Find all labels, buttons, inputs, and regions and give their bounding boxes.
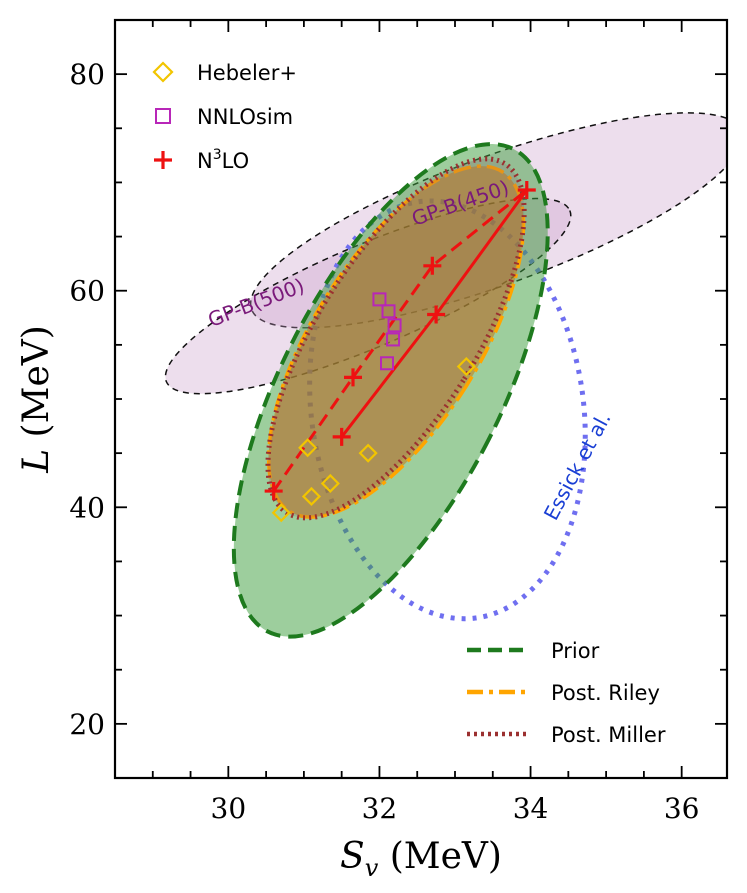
legend-label: NNLOsim	[197, 105, 293, 129]
hebeler-point	[301, 486, 322, 507]
y-tick-label: 20	[69, 708, 105, 741]
regions-layer	[164, 112, 727, 639]
region-essick	[307, 198, 588, 622]
x-tick-label: 30	[211, 792, 247, 825]
hebeler-point	[271, 503, 291, 523]
nnlosim-point	[380, 356, 394, 371]
legend-label: Post. Miller	[551, 723, 666, 747]
n3lo-dashed-line	[272, 188, 528, 492]
n3lo-point	[427, 305, 446, 324]
region-riley	[266, 164, 526, 519]
hebeler-point	[358, 443, 378, 463]
x-tick-label: 32	[362, 792, 398, 825]
legend-hebeler-swatch	[152, 61, 174, 83]
n3lo-point	[344, 368, 362, 387]
x-tick-label: 36	[664, 792, 700, 825]
y-tick-label: 80	[69, 58, 105, 91]
region-miller	[265, 156, 527, 521]
legend-label: N3LO	[197, 147, 249, 173]
x-tick-label: 34	[513, 792, 549, 825]
nnlosim-point	[386, 332, 401, 347]
x-axis-label: Sv (MeV)	[340, 836, 502, 882]
series-layer	[264, 181, 536, 523]
n3lo-point	[423, 256, 442, 275]
n3lo-point	[332, 427, 351, 446]
y-axis-label: L (MeV)	[16, 325, 57, 474]
y-tick-label: 60	[69, 275, 105, 308]
nnlosim-point	[372, 292, 387, 307]
nnlosim-point	[381, 304, 396, 319]
hebeler-point	[456, 356, 476, 377]
n3lo-point	[517, 181, 536, 200]
legend-label: Prior	[551, 639, 600, 663]
legend-label: Hebeler+	[197, 61, 297, 85]
hebeler-point	[298, 438, 318, 458]
y-tick-label: 40	[69, 491, 105, 524]
axes-layer: 30 32 34 36 20 40 60 80	[69, 18, 729, 825]
hebeler-point	[320, 473, 340, 494]
legend-label: Post. Riley	[551, 681, 660, 705]
nnlosim-point	[387, 318, 402, 333]
legend-nnlosim-swatch	[155, 108, 171, 124]
legend-n3lo-swatch	[154, 151, 172, 169]
legend-layer: Hebeler+ NNLOsim N3LO Prior Post. Riley Post.…	[152, 61, 666, 747]
n3lo-point	[264, 482, 283, 501]
